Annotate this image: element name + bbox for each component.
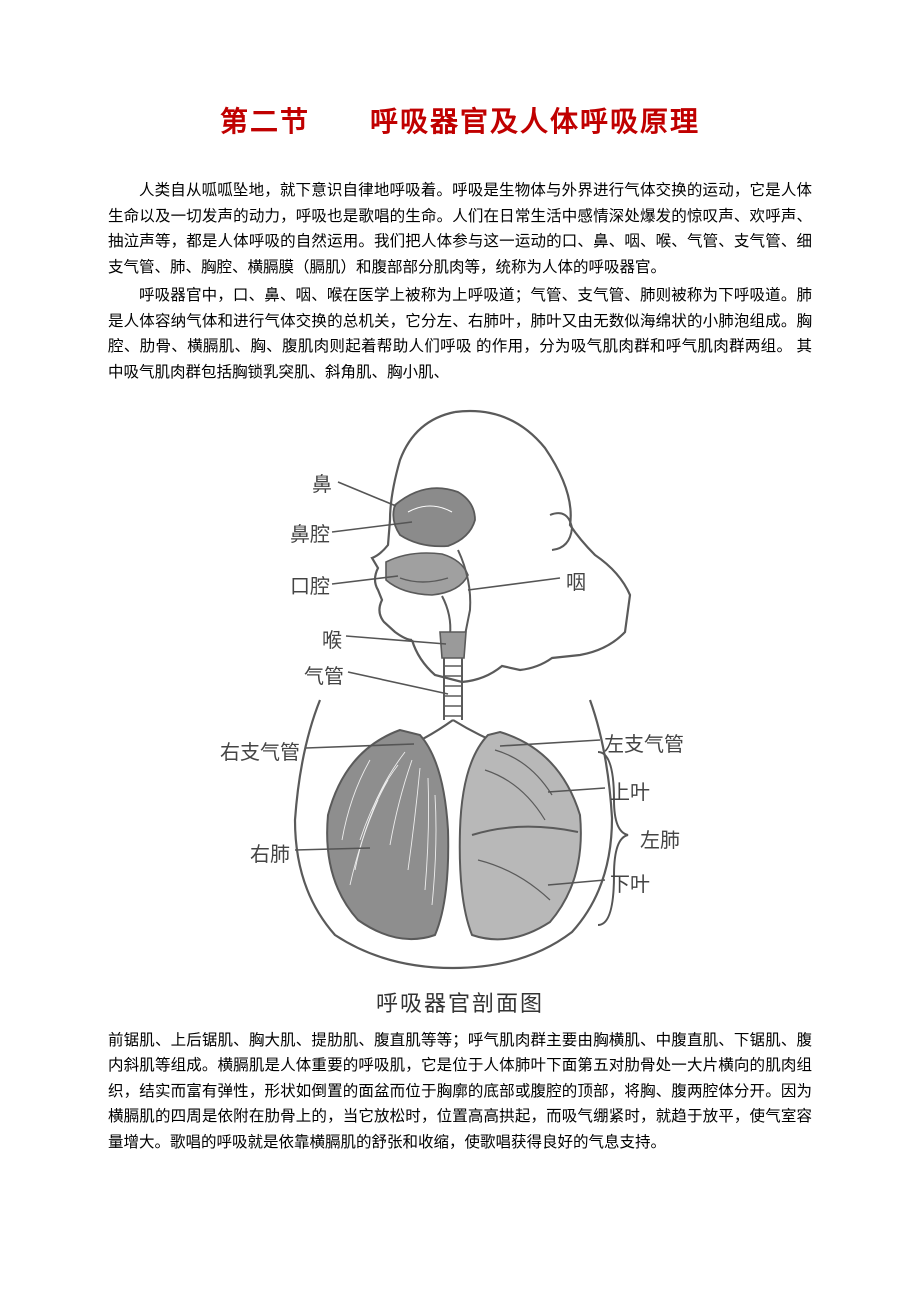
diagram-container: 鼻 鼻腔 口腔 喉 气管 咽 右支气管 左支气管 上叶 左肺 下叶 右肺 [108,400,812,980]
label-left-lung: 左肺 [640,824,680,853]
label-larynx: 喉 [322,624,342,653]
diagram-caption: 呼吸器官剖面图 [108,986,812,1018]
page-title: 第二节 呼吸器官及人体呼吸原理 [108,100,812,140]
respiratory-diagram: 鼻 鼻腔 口腔 喉 气管 咽 右支气管 左支气管 上叶 左肺 下叶 右肺 [200,400,720,980]
label-upper-lobe: 上叶 [610,776,650,805]
paragraph-1: 人类自从呱呱坠地，就下意识自律地呼吸着。呼吸是生物体与外界进行气体交换的运动，它… [108,178,812,280]
label-nasal-cavity: 鼻腔 [290,518,330,547]
label-right-lung: 右肺 [250,838,290,867]
label-left-bronchus: 左支气管 [604,728,684,757]
label-lower-lobe: 下叶 [610,868,650,897]
label-pharynx: 咽 [566,566,586,595]
label-oral-cavity: 口腔 [290,570,330,599]
label-nose: 鼻 [312,468,332,497]
label-right-bronchus: 右支气管 [220,736,300,765]
label-trachea: 气管 [304,660,344,689]
paragraph-3: 前锯肌、上后锯肌、胸大肌、提肋肌、腹直肌等等；呼气肌肉群主要由胸横肌、中腹直肌、… [108,1028,812,1156]
paragraph-2: 呼吸器官中，口、鼻、咽、喉在医学上被称为上呼吸道；气管、支气管、肺则被称为下呼吸… [108,283,812,385]
